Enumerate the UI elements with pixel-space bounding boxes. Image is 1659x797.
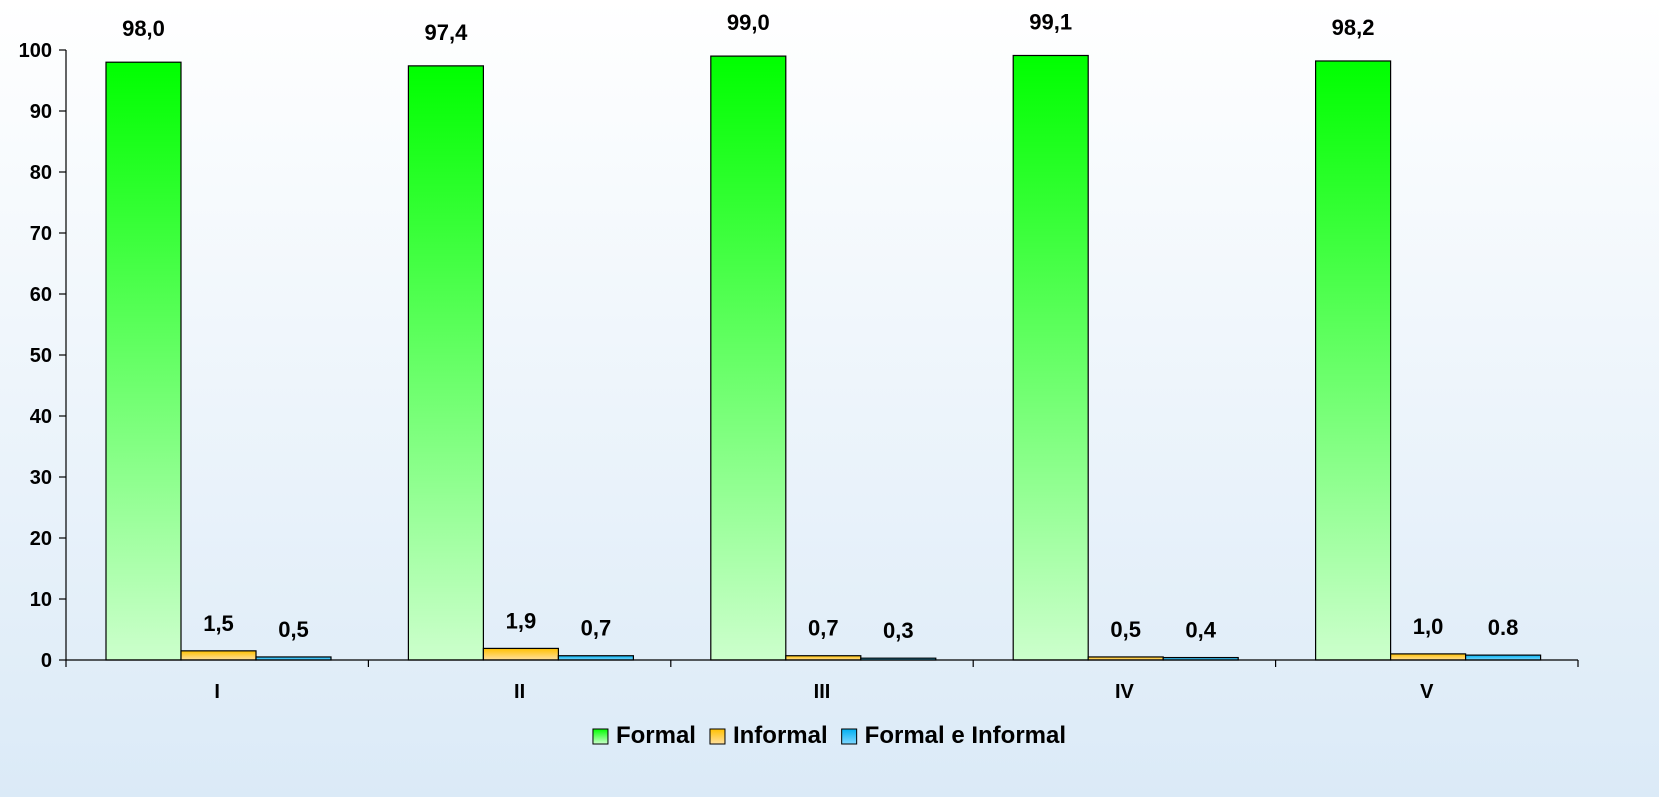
data-label-formal-e-informal-iii: 0,3 [883,618,914,643]
x-category-label: IV [1115,681,1135,703]
y-tick-label: 0 [41,650,52,672]
bars-layer [105,54,1542,661]
legend-label-formal: Formal [616,722,696,749]
x-category-label: V [1420,681,1434,703]
y-tick-label: 50 [30,345,52,367]
y-tick-label: 10 [30,589,52,611]
data-label-formal-iii: 99,0 [727,10,770,35]
legend-label-informal: Informal [733,722,828,749]
y-tick-label: 100 [19,40,52,62]
y-tick-label: 30 [30,467,52,489]
legend-label-formal-e-informal: Formal e Informal [865,722,1066,749]
bar-formal-i [105,61,182,661]
data-label-formal-e-informal-v: 0.8 [1488,615,1519,640]
data-label-formal-iv: 99,1 [1029,9,1072,34]
x-category-label: II [514,681,525,703]
y-tick-label: 20 [30,528,52,550]
data-label-informal-v: 1,0 [1413,614,1444,639]
y-tick-label: 90 [30,101,52,123]
bar-formal-v [1314,60,1392,661]
bar-informal-v [1389,653,1467,661]
data-label-formal-i: 98,0 [122,16,165,41]
data-label-formal-e-informal-i: 0,5 [278,617,309,642]
y-tick-label: 80 [30,162,52,184]
data-label-informal-iii: 0,7 [808,616,839,641]
legend-swatch-informal [709,728,726,745]
bar-formal-e-informal-ii [557,655,635,661]
data-label-formal-ii: 97,4 [424,20,468,45]
bar-formal-iii [710,55,787,661]
y-tick-label: 40 [30,406,52,428]
data-label-formal-e-informal-iv: 0,4 [1185,618,1216,643]
bar-informal-iii [785,655,862,661]
y-tick-label: 60 [30,284,52,306]
bar-informal-i [180,650,257,661]
bar-informal-ii [482,647,559,661]
x-category-label: I [214,681,220,703]
data-label-informal-ii: 1,9 [506,608,537,633]
data-label-informal-iv: 0,5 [1110,617,1141,642]
data-label-formal-e-informal-ii: 0,7 [581,616,612,641]
x-category-label: III [814,681,831,703]
data-label-formal-v: 98,2 [1332,15,1375,40]
bar-formal-iv [1012,54,1089,661]
y-tick-label: 70 [30,223,52,245]
data-label-informal-i: 1,5 [203,611,234,636]
legend: Formal Informal Formal e Informal [592,722,1066,749]
bar-formal-e-informal-v [1464,654,1542,661]
legend-swatch-formal [592,728,609,745]
legend-swatch-formal-e-informal [841,728,858,745]
data-labels-layer: 98,0 1,5 0,5 97,4 1,9 0,7 99,0 0,7 0,3 99,1 0,5 0,4… [122,9,1518,643]
bar-formal-ii [407,65,484,661]
